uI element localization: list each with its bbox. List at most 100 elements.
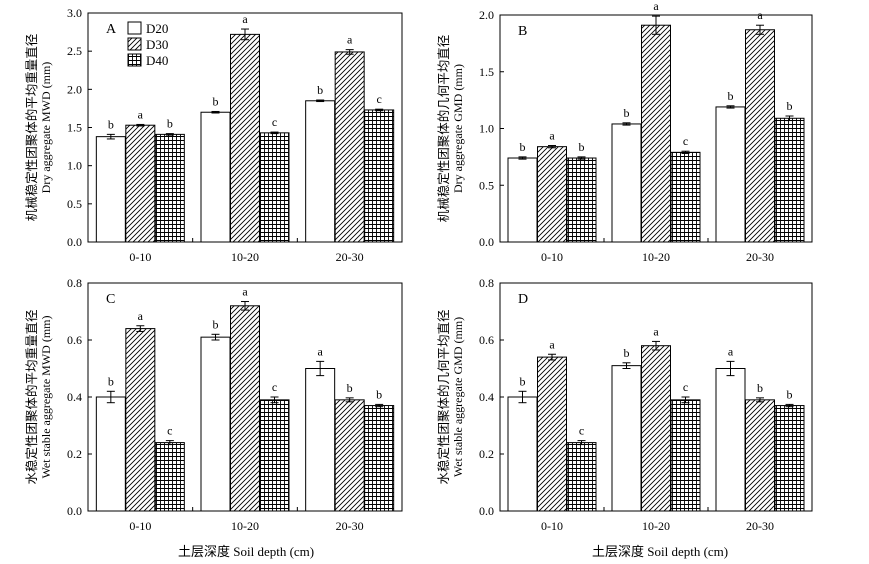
panel-label: A (106, 22, 117, 37)
y-tick-label: 2.5 (67, 44, 82, 58)
y-tick-label: 0.6 (479, 333, 494, 347)
bar-d40 (670, 399, 701, 512)
x-tick-label: 10-20 (642, 250, 670, 264)
bar-d30 (745, 399, 775, 512)
significance-letter: a (653, 324, 659, 338)
significance-letter: b (347, 381, 353, 395)
bar-d30 (125, 328, 156, 512)
significance-letter: b (108, 117, 114, 131)
legend-label: D30 (146, 37, 168, 52)
x-axis-title-left: 土层深度 Soil depth (cm) (178, 544, 315, 559)
y-tick-label: 1.0 (67, 159, 82, 173)
panel-label: B (518, 24, 527, 39)
significance-letter: b (213, 317, 219, 331)
y-axis-title-en: Wet stable aggregate GMD (mm) (451, 317, 465, 477)
significance-letter: c (683, 134, 688, 148)
legend-swatch-d40 (127, 53, 142, 67)
y-tick-label: 2.0 (67, 82, 82, 96)
y-tick-label: 0.0 (479, 504, 494, 518)
bar-d30 (641, 24, 671, 243)
significance-letter: b (520, 374, 526, 388)
x-axis-title-right: 土层深度 Soil depth (cm) (592, 544, 729, 559)
bar-d40 (154, 133, 185, 243)
y-axis-title-cn: 水稳定性团聚体的几何平均直径 (436, 309, 451, 484)
y-tick-label: 0.2 (67, 447, 82, 461)
x-tick-label: 0-10 (541, 519, 563, 533)
bar-d40 (670, 151, 701, 243)
significance-letter: a (549, 129, 555, 143)
y-tick-label: 0.0 (67, 235, 82, 249)
bar-d40 (774, 117, 805, 243)
significance-letter: c (167, 424, 172, 438)
panel-c: 0.0 0.2 0.4 0.6 0.8 水稳定性团聚体的平均重量直径 Wet stable … (24, 276, 403, 533)
significance-letter: b (579, 140, 585, 154)
significance-letter: b (728, 89, 734, 103)
bar-d40 (364, 109, 395, 243)
legend-label: D40 (146, 53, 168, 68)
legend-swatch-d30 (127, 37, 142, 51)
significance-letter: a (138, 107, 144, 121)
bar-d30 (125, 124, 156, 243)
y-tick-label: 0.4 (479, 390, 494, 404)
significance-letter: b (167, 117, 173, 131)
x-tick-label: 0-10 (541, 250, 563, 264)
significance-letter: a (242, 12, 248, 26)
significance-letter: a (138, 309, 144, 323)
legend-swatch-d20 (127, 21, 142, 35)
bar-d30 (230, 305, 260, 512)
significance-letter: c (272, 380, 277, 394)
significance-letter: c (579, 424, 584, 438)
bar-d20 (611, 365, 642, 512)
panel-d: 0.0 0.2 0.4 0.6 0.8 水稳定性团聚体的几何平均直径 Wet stable … (436, 276, 813, 533)
x-tick-label: 20-30 (336, 250, 364, 264)
significance-letter: b (757, 381, 763, 395)
bar-d40 (364, 405, 395, 512)
significance-letter: b (317, 83, 323, 97)
panel-label: D (518, 292, 528, 307)
bar-d30 (537, 356, 567, 512)
y-axis-title-cn: 机械稳定性团聚体的几何平均直径 (436, 35, 451, 223)
y-tick-label: 0.0 (479, 235, 494, 249)
y-tick-label: 1.0 (479, 122, 494, 136)
significance-letter: a (549, 337, 555, 351)
x-tick-label: 10-20 (642, 519, 670, 533)
x-tick-label: 20-30 (746, 250, 774, 264)
bar-d40 (566, 442, 597, 512)
y-tick-label: 0.4 (67, 390, 82, 404)
y-tick-label: 0.8 (479, 276, 494, 290)
x-tick-label: 0-10 (129, 519, 151, 533)
y-tick-label: 0.8 (67, 276, 82, 290)
significance-letter: a (757, 8, 763, 22)
bar-d20 (305, 368, 336, 512)
significance-letter: c (377, 92, 382, 106)
y-axis-title-en: Dry aggregate GMD (mm) (451, 64, 465, 193)
y-tick-label: 0.5 (67, 197, 82, 211)
significance-letter: c (683, 380, 688, 394)
x-tick-label: 0-10 (129, 250, 151, 264)
significance-letter: b (624, 106, 630, 120)
y-tick-label: 0.2 (479, 447, 494, 461)
y-axis-title-cn: 机械稳定性团聚体的平均重量直径 (24, 34, 39, 222)
bar-d20 (507, 157, 538, 243)
significance-letter: a (318, 344, 324, 358)
bar-d40 (566, 157, 597, 243)
bar-d40 (774, 405, 805, 512)
significance-letter: b (376, 387, 382, 401)
x-tick-label: 20-30 (746, 519, 774, 533)
x-tick-label: 20-30 (336, 519, 364, 533)
panel-a: 0.0 0.5 1.0 1.5 2.0 2.5 3.0 机械稳定性团聚体的平均重量直径 Dry … (24, 6, 403, 264)
y-tick-label: 0.6 (67, 333, 82, 347)
y-tick-label: 2.0 (479, 8, 494, 22)
bar-d30 (537, 146, 567, 243)
bar-d20 (95, 396, 126, 512)
y-tick-label: 3.0 (67, 6, 82, 20)
bar-d30 (334, 399, 365, 512)
bar-d20 (305, 100, 336, 243)
y-axis-title-en: Dry aggregate MWD (mm) (39, 62, 53, 194)
bar-d20 (715, 368, 746, 512)
bar-d30 (334, 51, 365, 243)
bar-d20 (507, 396, 538, 512)
y-axis-title-en: Wet stable aggregate MWD (mm) (39, 316, 53, 479)
y-axis-title-cn: 水稳定性团聚体的平均重量直径 (24, 309, 39, 484)
